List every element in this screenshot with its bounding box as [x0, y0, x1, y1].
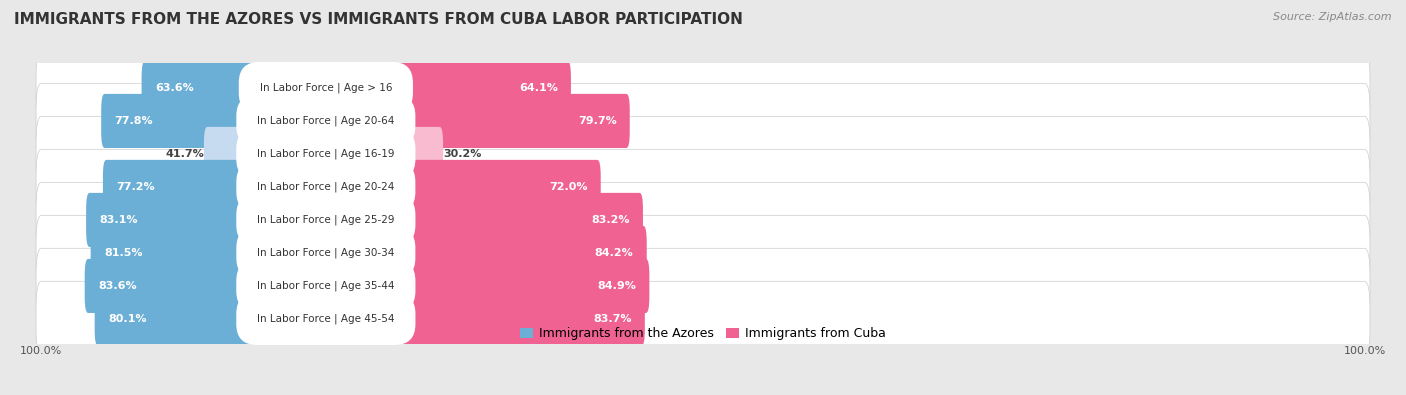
FancyBboxPatch shape — [86, 193, 329, 247]
Text: 72.0%: 72.0% — [548, 182, 588, 192]
FancyBboxPatch shape — [101, 94, 329, 148]
FancyBboxPatch shape — [37, 149, 1369, 224]
Text: IMMIGRANTS FROM THE AZORES VS IMMIGRANTS FROM CUBA LABOR PARTICIPATION: IMMIGRANTS FROM THE AZORES VS IMMIGRANTS… — [14, 12, 742, 27]
FancyBboxPatch shape — [322, 193, 643, 247]
Text: In Labor Force | Age 16-19: In Labor Force | Age 16-19 — [257, 149, 395, 159]
Text: 79.7%: 79.7% — [578, 116, 616, 126]
Text: 77.8%: 77.8% — [114, 116, 153, 126]
Text: 80.1%: 80.1% — [108, 314, 146, 324]
Text: In Labor Force | Age 35-44: In Labor Force | Age 35-44 — [257, 281, 395, 291]
Text: 63.6%: 63.6% — [155, 83, 194, 93]
Text: In Labor Force | Age 30-34: In Labor Force | Age 30-34 — [257, 248, 395, 258]
Text: 81.5%: 81.5% — [104, 248, 142, 258]
FancyBboxPatch shape — [322, 127, 443, 181]
Text: In Labor Force | Age 45-54: In Labor Force | Age 45-54 — [257, 314, 395, 324]
Text: 77.2%: 77.2% — [117, 182, 155, 192]
Text: 84.9%: 84.9% — [598, 281, 636, 291]
FancyBboxPatch shape — [37, 182, 1369, 258]
Text: 64.1%: 64.1% — [519, 83, 558, 93]
FancyBboxPatch shape — [142, 61, 329, 115]
FancyBboxPatch shape — [322, 259, 650, 313]
Text: In Labor Force | Age 25-29: In Labor Force | Age 25-29 — [257, 214, 395, 225]
FancyBboxPatch shape — [37, 83, 1369, 158]
FancyBboxPatch shape — [37, 248, 1369, 324]
Text: 83.6%: 83.6% — [98, 281, 136, 291]
FancyBboxPatch shape — [103, 160, 329, 214]
FancyBboxPatch shape — [322, 61, 571, 115]
FancyBboxPatch shape — [90, 226, 329, 280]
FancyBboxPatch shape — [204, 127, 329, 181]
Legend: Immigrants from the Azores, Immigrants from Cuba: Immigrants from the Azores, Immigrants f… — [520, 327, 886, 340]
FancyBboxPatch shape — [322, 94, 630, 148]
Text: In Labor Force | Age > 16: In Labor Force | Age > 16 — [260, 83, 392, 93]
Text: 84.2%: 84.2% — [595, 248, 634, 258]
FancyBboxPatch shape — [37, 116, 1369, 192]
Text: 83.7%: 83.7% — [593, 314, 631, 324]
Text: 83.1%: 83.1% — [100, 215, 138, 225]
FancyBboxPatch shape — [322, 292, 645, 346]
Text: In Labor Force | Age 20-64: In Labor Force | Age 20-64 — [257, 116, 395, 126]
FancyBboxPatch shape — [94, 292, 329, 346]
Text: 30.2%: 30.2% — [443, 149, 481, 159]
FancyBboxPatch shape — [84, 259, 329, 313]
Text: 83.2%: 83.2% — [591, 215, 630, 225]
FancyBboxPatch shape — [37, 281, 1369, 357]
FancyBboxPatch shape — [37, 215, 1369, 291]
FancyBboxPatch shape — [37, 50, 1369, 126]
FancyBboxPatch shape — [322, 160, 600, 214]
Text: In Labor Force | Age 20-24: In Labor Force | Age 20-24 — [257, 182, 395, 192]
Text: 41.7%: 41.7% — [165, 149, 204, 159]
Text: Source: ZipAtlas.com: Source: ZipAtlas.com — [1274, 12, 1392, 22]
FancyBboxPatch shape — [322, 226, 647, 280]
